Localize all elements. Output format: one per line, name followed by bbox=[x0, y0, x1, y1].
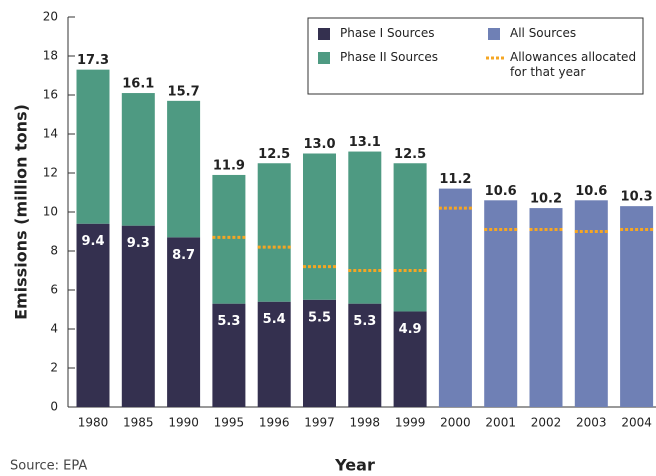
y-tick-label: 16 bbox=[43, 88, 58, 102]
bar bbox=[303, 153, 336, 300]
y-tick-label: 10 bbox=[43, 205, 58, 219]
total-label: 15.7 bbox=[168, 84, 200, 99]
value-label: 9.4 bbox=[81, 234, 104, 249]
y-axis-label: Emissions (million tons) bbox=[12, 104, 31, 320]
x-tick-label: 1997 bbox=[304, 416, 335, 430]
total-label: 11.9 bbox=[213, 158, 245, 173]
value-label: 5.5 bbox=[308, 310, 331, 325]
y-tick-label: 4 bbox=[50, 322, 58, 336]
bar bbox=[121, 93, 155, 226]
bar bbox=[393, 163, 427, 312]
value-label: 5.3 bbox=[217, 314, 240, 329]
y-tick-label: 20 bbox=[43, 10, 58, 24]
x-axis-label: Year bbox=[334, 456, 375, 475]
bar bbox=[212, 303, 246, 407]
bar bbox=[303, 299, 336, 407]
bar bbox=[620, 206, 654, 407]
total-label: 16.1 bbox=[122, 77, 154, 92]
bar bbox=[574, 200, 608, 407]
bar bbox=[121, 225, 155, 407]
bar bbox=[484, 200, 518, 407]
value-label: 5.4 bbox=[263, 312, 286, 327]
bar bbox=[348, 303, 382, 407]
legend-swatch bbox=[488, 28, 500, 40]
total-label: 13.1 bbox=[349, 135, 381, 150]
value-label: 10.6 bbox=[485, 184, 517, 199]
bar bbox=[167, 100, 201, 238]
bar bbox=[76, 69, 110, 224]
bar bbox=[257, 163, 291, 302]
legend-label: Allowances allocated for that year bbox=[510, 50, 637, 79]
bar bbox=[393, 311, 427, 407]
legend-swatch bbox=[318, 52, 330, 64]
total-label: 13.0 bbox=[303, 137, 335, 152]
x-tick-label: 1980 bbox=[78, 416, 109, 430]
x-tick-label: 1999 bbox=[395, 416, 426, 430]
value-label: 10.3 bbox=[621, 190, 653, 205]
total-label: 12.5 bbox=[258, 147, 290, 162]
x-tick-label: 1995 bbox=[214, 416, 245, 430]
y-tick-label: 2 bbox=[50, 361, 58, 375]
x-tick-label: 1998 bbox=[350, 416, 381, 430]
y-tick-label: 6 bbox=[50, 283, 58, 297]
x-tick-label: 2003 bbox=[576, 416, 607, 430]
x-tick-label: 1996 bbox=[259, 416, 290, 430]
bar bbox=[212, 174, 246, 304]
value-label: 10.2 bbox=[530, 192, 562, 207]
x-tick-label: 2004 bbox=[621, 416, 652, 430]
x-tick-label: 1985 bbox=[123, 416, 154, 430]
y-tick-label: 0 bbox=[50, 400, 58, 414]
legend-label: Phase I Sources bbox=[340, 26, 435, 40]
x-tick-label: 2002 bbox=[531, 416, 562, 430]
value-label: 4.9 bbox=[399, 322, 422, 337]
bar bbox=[348, 151, 382, 304]
y-tick-label: 8 bbox=[50, 244, 58, 258]
y-tick-label: 18 bbox=[43, 49, 58, 63]
value-label: 8.7 bbox=[172, 248, 195, 263]
legend-label: All Sources bbox=[510, 26, 577, 40]
bar bbox=[76, 223, 110, 407]
x-tick-label: 2001 bbox=[485, 416, 516, 430]
value-label: 10.6 bbox=[575, 184, 607, 199]
legend-label: Phase II Sources bbox=[340, 50, 439, 64]
legend-box bbox=[307, 17, 644, 95]
value-label: 11.2 bbox=[439, 172, 471, 187]
bar bbox=[167, 237, 201, 407]
total-label: 17.3 bbox=[77, 53, 109, 68]
bar bbox=[438, 188, 472, 407]
x-tick-label: 2000 bbox=[440, 416, 471, 430]
value-label: 5.3 bbox=[353, 314, 376, 329]
legend-swatch bbox=[318, 28, 330, 40]
source: Source: EPA bbox=[10, 459, 87, 474]
y-tick-label: 12 bbox=[43, 166, 58, 180]
y-tick-label: 14 bbox=[43, 127, 58, 141]
bar bbox=[257, 301, 291, 407]
bar bbox=[529, 208, 563, 407]
x-tick-label: 1990 bbox=[168, 416, 199, 430]
total-label: 12.5 bbox=[394, 147, 426, 162]
value-label: 9.3 bbox=[127, 236, 150, 251]
